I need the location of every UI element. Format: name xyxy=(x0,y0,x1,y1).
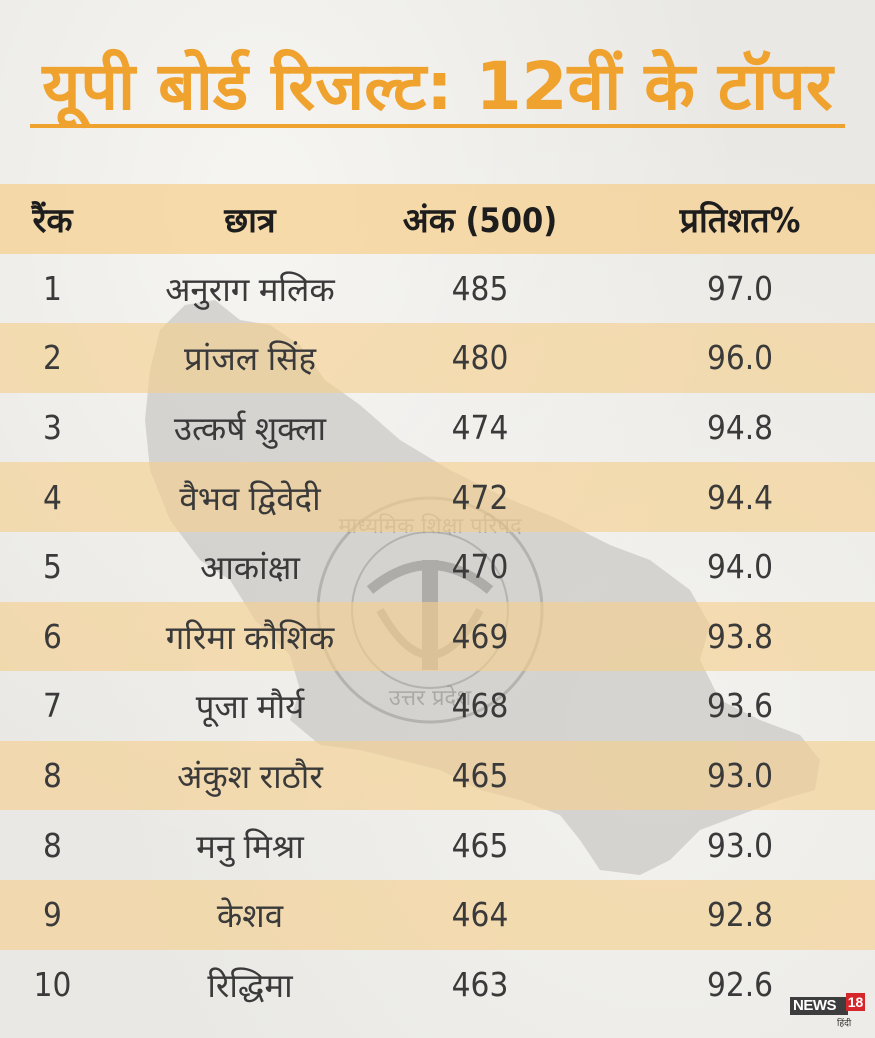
table-row: 7 पूजा मौर्य 468 93.6 xyxy=(0,671,875,741)
table-row: 9 केशव 464 92.8 xyxy=(0,879,875,950)
toppers-table: रैंक छात्र अंक (500) प्रतिशत% 1 अनुराग म… xyxy=(0,184,875,1019)
percent-cell: 94.0 xyxy=(706,547,774,587)
marks-cell: 464 xyxy=(451,895,509,935)
table-row: 8 अंकुश राठौर 465 93.0 xyxy=(0,740,875,811)
name-cell: केशव xyxy=(216,896,284,936)
rank-cell: 6 xyxy=(43,616,62,656)
rank-cell: 5 xyxy=(43,547,62,587)
seal-text-bottom: उत्तर प्रदेश xyxy=(389,685,472,711)
rank-cell: 3 xyxy=(43,408,62,448)
table-row: 6 गरिमा कौशिक 469 93.8 xyxy=(0,601,875,672)
title-underline xyxy=(30,124,845,128)
rank-cell: 7 xyxy=(43,686,62,726)
name-cell: अंकुश राठौर xyxy=(177,757,323,797)
rank-cell: 2 xyxy=(43,338,62,378)
rank-cell: 10 xyxy=(33,964,72,1004)
marks-cell: 463 xyxy=(451,964,509,1004)
logo-brand: NEWS xyxy=(793,997,837,1014)
marks-cell: 468 xyxy=(451,686,509,726)
header-rank: रैंक xyxy=(32,200,73,241)
marks-cell: 469 xyxy=(451,616,509,656)
news18-logo: NEWS 18 हिंदी xyxy=(790,993,865,1031)
name-cell: आकांक्षा xyxy=(200,548,300,588)
marks-cell: 485 xyxy=(451,268,509,308)
percent-cell: 93.0 xyxy=(706,825,774,865)
table-row: 10 रिद्धिमा 463 92.6 xyxy=(0,950,875,1020)
marks-cell: 470 xyxy=(451,547,509,587)
name-cell: रिद्धिमा xyxy=(207,965,293,1005)
table-row: 2 प्रांजल सिंह 480 96.0 xyxy=(0,323,875,393)
percent-cell: 93.6 xyxy=(706,686,774,726)
name-cell: मनु मिश्रा xyxy=(196,826,304,866)
marks-cell: 480 xyxy=(451,338,509,378)
table-row: 4 वैभव द्विवेदी 472 94.4 xyxy=(0,462,875,532)
marks-cell: 465 xyxy=(451,756,509,796)
table-row: 1 अनुराग मलिक 485 97.0 xyxy=(0,254,875,324)
marks-cell: 472 xyxy=(451,477,509,517)
name-cell: प्रांजल सिंह xyxy=(184,339,316,379)
rank-cell: 8 xyxy=(43,825,62,865)
header-marks: अंक (500) xyxy=(402,200,558,241)
percent-cell: 96.0 xyxy=(706,338,774,378)
percent-cell: 92.8 xyxy=(706,895,774,935)
marks-cell: 465 xyxy=(451,825,509,865)
rank-cell: 1 xyxy=(43,268,62,308)
header-percent: प्रतिशत% xyxy=(679,200,801,241)
percent-cell: 94.8 xyxy=(706,408,774,448)
marks-cell: 474 xyxy=(451,408,509,448)
table-row: 3 उत्कर्ष शुक्ला 474 94.8 xyxy=(0,393,875,463)
name-cell: पूजा मौर्य xyxy=(195,687,305,727)
header-name: छात्र xyxy=(224,200,276,241)
name-cell: गरिमा कौशिक xyxy=(165,617,335,657)
logo-number: 18 xyxy=(846,993,865,1011)
name-cell: अनुराग मलिक xyxy=(165,269,335,309)
percent-cell: 93.8 xyxy=(706,616,774,656)
percent-cell: 92.6 xyxy=(706,964,774,1004)
percent-cell: 94.4 xyxy=(706,477,774,517)
table-header-row: रैंक छात्र अंक (500) प्रतिशत% xyxy=(0,184,875,254)
logo-box xyxy=(790,997,848,1015)
rank-cell: 8 xyxy=(43,756,62,796)
rank-cell: 4 xyxy=(43,477,62,517)
rank-cell: 9 xyxy=(43,895,62,935)
table-row: 8 मनु मिश्रा 465 93.0 xyxy=(0,810,875,880)
page-title: यूपी बोर्ड रिजल्ट: 12वीं के टॉपर xyxy=(42,48,833,125)
name-cell: उत्कर्ष शुक्ला xyxy=(173,409,327,449)
logo-sub: हिंदी xyxy=(837,1019,852,1029)
table-row: 5 आकांक्षा 470 94.0 xyxy=(0,532,875,602)
name-cell: वैभव द्विवेदी xyxy=(179,478,321,518)
percent-cell: 97.0 xyxy=(706,268,774,308)
percent-cell: 93.0 xyxy=(706,756,774,796)
